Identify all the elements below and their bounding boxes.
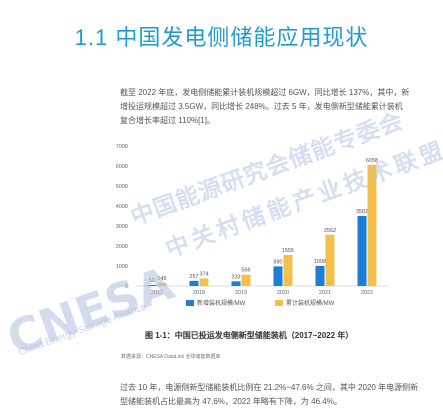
data-label-new: 1008 [314,259,326,265]
bar-cumulative [199,278,209,286]
x-tick-label: 2020 [277,290,289,296]
legend-new: 新增装机规模/MW [186,298,245,307]
data-label-cumulative: 374 [199,272,208,278]
bar-new [273,266,283,286]
data-label-cumulative: 2562 [324,228,336,234]
figure-caption: 图 1-1：中国已投运发电侧新型储能装机（2017~2022 年） [145,331,354,340]
data-label-new: 3502 [356,209,368,215]
y-tick-label: 7000 [116,144,128,150]
intro-paragraph: 截至 2022 年底，发电侧储能累计装机规模超过 6GW，同比增长 137%，其… [120,88,410,125]
bar-new [357,215,367,286]
legend-swatch-new [186,300,194,307]
bar-cumulative [241,274,251,286]
bar-new [147,285,157,286]
legend-label-cumulative: 累计装机规模/MW [286,301,335,307]
bar-cumulative [283,254,293,286]
bar-new [315,265,325,286]
y-tick-label: 0 [125,284,128,290]
y-tick-label: 2000 [116,244,128,250]
x-tick-label: 2017 [151,290,163,296]
page-title: 1.1 中国发电侧储能应用现状 [74,25,369,50]
closing-paragraph: 过去 10 年，电源侧新型储能装机比例在 21.2%~47.6% 之间，其中 2… [120,383,419,406]
data-source: 数据来源：CNESA DataLink 全球储能数据库 [121,354,221,360]
bar-cumulative [157,283,167,286]
data-label-new: 257 [189,274,198,280]
bar-new [231,281,241,286]
y-tick-label: 6000 [116,164,128,170]
data-label-new: 980 [273,259,282,265]
x-tick-label: 2019 [235,290,247,296]
bar-cumulative [325,234,335,286]
data-label-cumulative: 1555 [282,248,294,254]
data-label-cumulative: 566 [241,268,250,274]
bar-cumulative [367,164,377,286]
x-tick-label: 2022 [361,290,373,296]
y-tick-label: 1000 [116,264,128,270]
data-label-new: 50 [149,278,155,284]
legend-label-new: 新增装机规模/MW [197,301,246,307]
x-tick-label: 2018 [193,290,205,296]
legend-cumulative: 累计装机规模/MW [275,298,334,307]
y-tick-label: 4000 [116,204,128,210]
x-tick-label: 2021 [319,290,331,296]
bar-new [189,280,199,286]
data-label-cumulative: 6058 [366,158,378,164]
legend-swatch-cumulative [275,300,283,307]
y-tick-label: 5000 [116,184,128,190]
y-tick-label: 3000 [116,224,128,230]
data-label-new: 233 [231,274,240,280]
data-label-cumulative: 145 [157,276,166,282]
